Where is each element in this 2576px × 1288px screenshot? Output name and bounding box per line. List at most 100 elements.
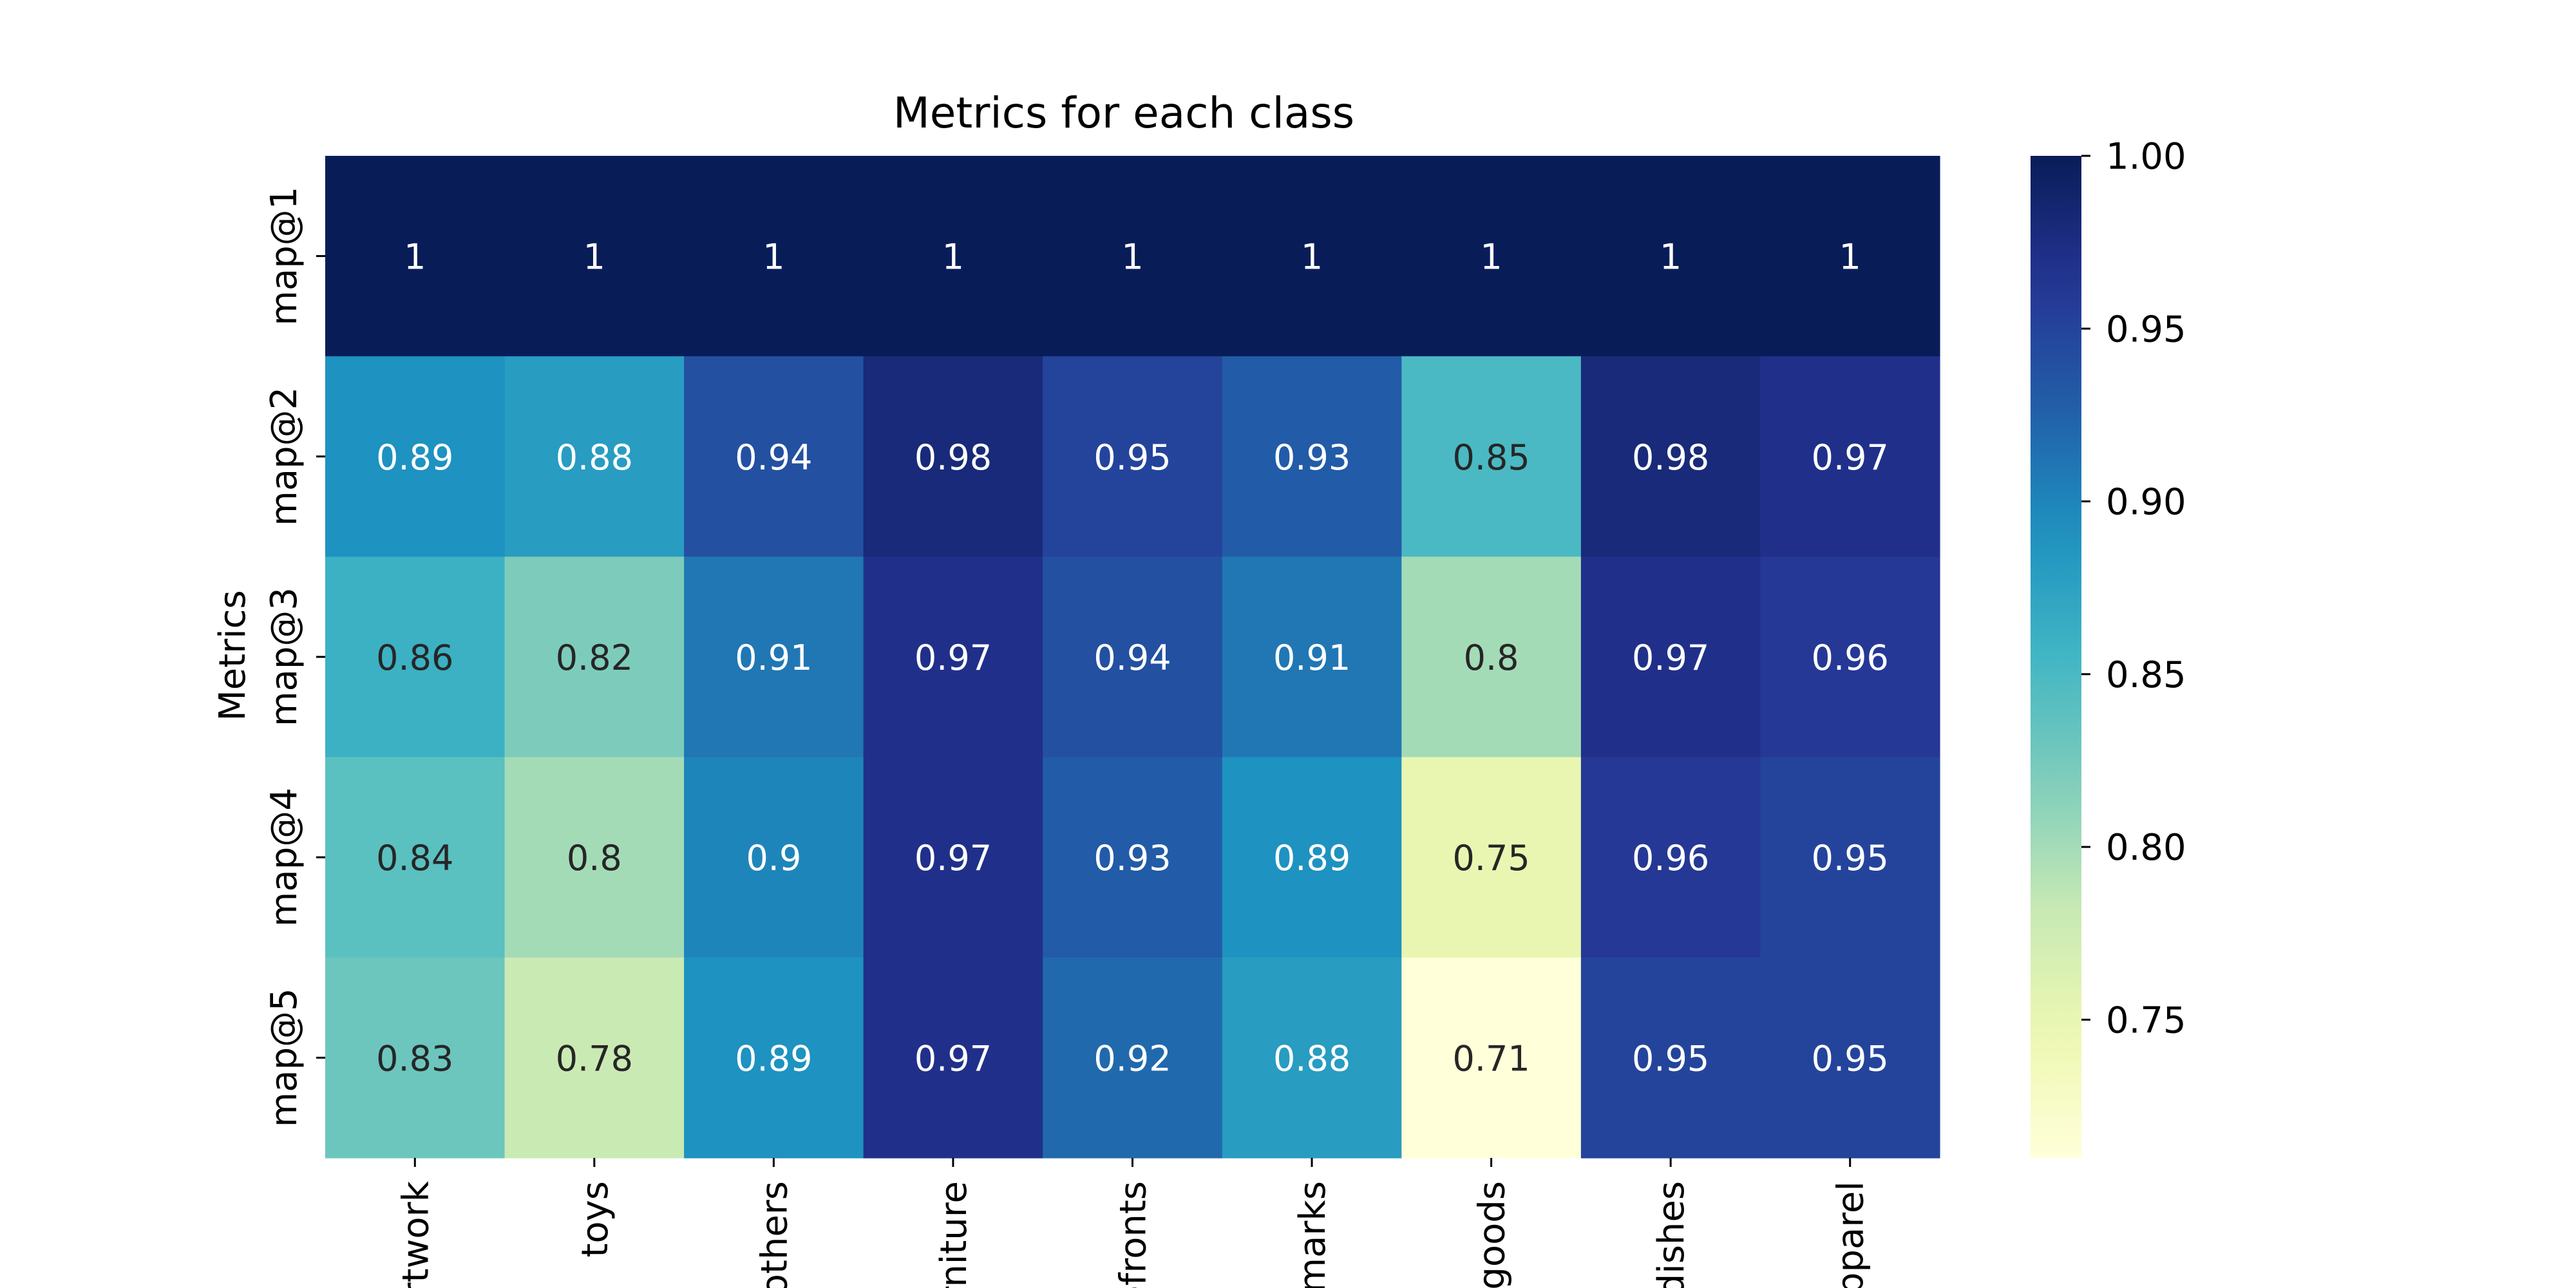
heatmap-cell: [1401, 757, 1582, 958]
cell-value-label: 0.91: [1273, 638, 1350, 678]
heatmap-cell: [863, 156, 1043, 357]
cell-value-label: 1: [1121, 237, 1143, 278]
cell-value-label: 1: [583, 237, 605, 278]
cell-value-label: 0.86: [376, 638, 453, 678]
heatmap-cell: [1043, 556, 1223, 758]
heatmap-cell: [504, 156, 685, 357]
heatmap-cell: [1401, 957, 1582, 1159]
heatmap-cell: [1222, 757, 1402, 958]
cell-value-label: 1: [942, 237, 964, 278]
heatmap-cell: [1222, 356, 1402, 557]
cell-value-label: 0.8: [567, 838, 622, 878]
cell-value-label: 1: [1839, 237, 1861, 278]
cell-value-label: 0.85: [1452, 437, 1530, 478]
heatmap-cell: [1043, 156, 1223, 357]
cell-value-label: 0.71: [1452, 1038, 1530, 1079]
heatmap-cell: [1760, 556, 1940, 758]
heatmap-cell: [1043, 957, 1223, 1159]
heatmap-cell: [863, 556, 1043, 758]
cell-value-label: 0.95: [1094, 437, 1171, 478]
colorbar-tick-label: 1.00: [2106, 136, 2186, 178]
colorbar-gradient: [2031, 156, 2081, 1158]
heatmap-cell: [1580, 156, 1761, 357]
heatmap-cell: [325, 556, 506, 758]
heatmap-cell: [863, 757, 1043, 958]
cell-value-label: 0.98: [1632, 437, 1709, 478]
cell-value-label: 1: [1660, 237, 1681, 278]
cell-value-label: 0.8: [1464, 638, 1519, 678]
colorbar-tick-label: 0.90: [2106, 482, 2186, 524]
cell-value-label: 0.89: [376, 437, 453, 478]
column-tick-labels: rtwork toys others rniture efronts marks goods…: [395, 1158, 1872, 1288]
heatmap-cell: [684, 156, 864, 357]
cell-value-label: 0.89: [1273, 838, 1350, 878]
column-tick-label: toys: [574, 1181, 616, 1258]
heatmap-cell: [1580, 556, 1761, 758]
cell-value-label: 0.93: [1094, 838, 1171, 878]
heatmap-cells: 1 1 1 1 1 1 1 1 1 0.89 0.88 0.94 0.98 0.95 0.93 0.85 0.9…: [325, 156, 1940, 1159]
colorbar-tick-label: 0.85: [2106, 654, 2186, 696]
column-tick-label: marks: [1292, 1181, 1334, 1288]
cell-value-label: 0.94: [1094, 638, 1171, 678]
cell-value-label: 0.83: [376, 1038, 453, 1079]
heatmap-cell: [1222, 957, 1402, 1159]
cell-value-label: 0.78: [556, 1038, 633, 1079]
heatmap-cell: [1580, 957, 1761, 1159]
cell-value-label: 0.96: [1632, 838, 1709, 878]
heatmap-cell: [1043, 757, 1223, 958]
cell-value-label: 0.88: [1273, 1038, 1350, 1079]
heatmap-cell: [325, 356, 506, 557]
cell-value-label: 0.92: [1094, 1038, 1171, 1079]
cell-value-label: 0.82: [556, 638, 633, 678]
y-axis-label: Metrics: [212, 590, 254, 721]
cell-value-label: 1: [1480, 237, 1502, 278]
cell-value-label: 0.94: [735, 437, 812, 478]
column-tick-label: efronts: [1113, 1181, 1155, 1288]
cell-value-label: 0.96: [1812, 638, 1889, 678]
heatmap-cell: [325, 957, 506, 1159]
cell-value-label: 0.89: [735, 1038, 812, 1079]
heatmap-cell: [1401, 556, 1582, 758]
cell-value-label: 0.97: [1632, 638, 1709, 678]
heatmap-cell: [1401, 156, 1582, 357]
column-tick-label: others: [753, 1181, 795, 1288]
cell-value-label: 1: [1301, 237, 1323, 278]
heatmap-cell: [325, 757, 506, 958]
cell-value-label: 0.98: [914, 437, 992, 478]
heatmap-cell: [1760, 156, 1940, 357]
heatmap-cell: [1760, 356, 1940, 557]
heatmap-cell: [1580, 757, 1761, 958]
heatmap-cell: [1580, 356, 1761, 557]
row-tick-label: map@1: [263, 187, 305, 326]
cell-value-label: 0.97: [914, 638, 992, 678]
cell-value-label: 0.97: [1812, 437, 1889, 478]
heatmap-cell: [504, 757, 685, 958]
heatmap-cell: [1222, 556, 1402, 758]
row-tick-label: map@3: [263, 587, 305, 726]
heatmap-cell: [863, 957, 1043, 1159]
heatmap-cell: [684, 356, 864, 557]
cell-value-label: 1: [404, 237, 426, 278]
row-tick-labels: map@1 map@2 map@3 map@4 map@5: [263, 187, 325, 1127]
cell-value-label: 0.75: [1452, 838, 1530, 878]
heatmap-cell: [684, 957, 864, 1159]
heatmap-cell: [1401, 356, 1582, 557]
column-tick-label: rtwork: [395, 1180, 437, 1288]
heatmap-cell: [1760, 957, 1940, 1159]
colorbar: 0.75 0.80 0.85 0.90 0.95 1.00: [2031, 136, 2186, 1158]
cell-value-label: 0.88: [556, 437, 633, 478]
heatmap-cell: [504, 356, 685, 557]
heatmap-cell: [684, 556, 864, 758]
cell-value-label: 0.91: [735, 638, 812, 678]
column-tick-label: dishes: [1651, 1181, 1692, 1288]
colorbar-tick-label: 0.80: [2106, 827, 2186, 869]
cell-value-label: 0.95: [1812, 838, 1889, 878]
cell-value-label: 0.93: [1273, 437, 1350, 478]
heatmap-cell: [863, 356, 1043, 557]
colorbar-tick-label: 0.75: [2106, 999, 2186, 1041]
heatmap-cell: [504, 556, 685, 758]
heatmap-cell: [684, 757, 864, 958]
heatmap-cell: [325, 156, 506, 357]
row-tick-label: map@4: [263, 788, 305, 927]
